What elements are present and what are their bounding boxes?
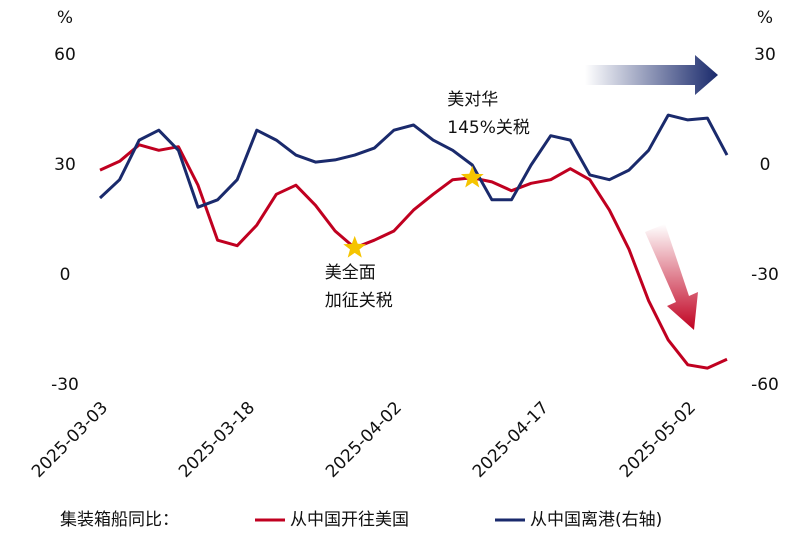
y2-tick-label: -30 — [751, 265, 779, 285]
y-tick-label: 0 — [60, 265, 71, 285]
series-line — [98, 113, 729, 209]
annotation: 美对华 — [447, 90, 498, 110]
y2-unit: % — [757, 8, 773, 28]
x-tick-label: 2025-03-18 — [175, 398, 259, 482]
legend-label: 从中国开往美国 — [290, 510, 409, 530]
x-tick-label: 2025-04-02 — [322, 398, 406, 482]
y2-tick-label: 30 — [754, 45, 776, 65]
x-tick-label: 2025-05-02 — [616, 398, 700, 482]
x-tick-label: 2025-03-03 — [28, 398, 112, 482]
trend-arrow — [585, 55, 718, 95]
legend-title: 集装箱船同比： — [60, 510, 179, 530]
y2-tick-label: 0 — [760, 155, 771, 175]
event-star — [343, 235, 367, 258]
trend-arrow — [645, 224, 698, 330]
event-star — [460, 165, 484, 188]
y-unit: % — [57, 8, 73, 28]
x-tick-label: 2025-04-17 — [469, 398, 553, 482]
series-line — [99, 143, 728, 370]
y-tick-label: 60 — [54, 45, 76, 65]
y-tick-label: 30 — [54, 155, 76, 175]
annotation: 145%关税 — [447, 118, 530, 138]
y-tick-label: -30 — [51, 375, 79, 395]
y2-tick-label: -60 — [751, 375, 779, 395]
annotation: 美全面 — [325, 263, 376, 283]
annotation: 加征关税 — [325, 291, 393, 311]
legend-label: 从中国离港(右轴) — [530, 510, 662, 530]
